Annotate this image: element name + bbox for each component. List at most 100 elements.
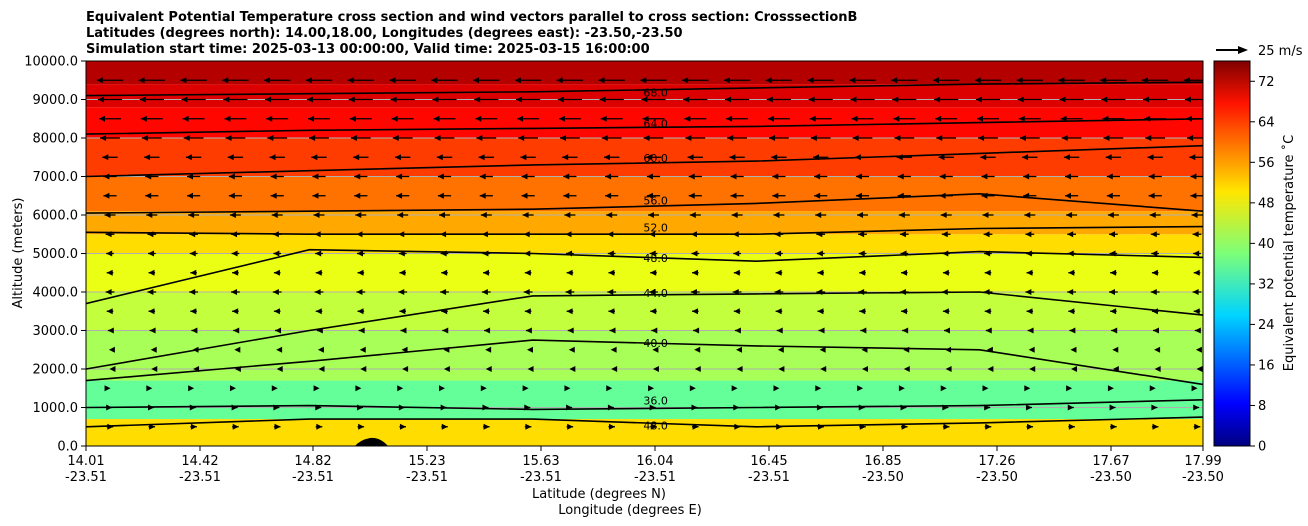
wind-vector-head bbox=[986, 346, 993, 353]
wind-vector-head bbox=[1109, 404, 1116, 411]
wind-vector-head bbox=[396, 192, 403, 199]
wind-vector-head bbox=[648, 385, 655, 392]
wind-vector-head bbox=[642, 115, 649, 122]
wind-vector-head bbox=[1150, 231, 1157, 238]
wind-vector-head bbox=[392, 135, 399, 141]
wind-vector-head bbox=[777, 346, 784, 353]
contour-lines: 68.064.060.056.052.048.044.040.036.048.0 bbox=[86, 81, 1203, 433]
wind-vector-head bbox=[145, 173, 152, 180]
wind-vector-head bbox=[231, 289, 238, 295]
wind-vector-head bbox=[899, 231, 906, 238]
y-tick-label: 9000.0 bbox=[33, 93, 79, 108]
wind-vector-head bbox=[359, 346, 366, 353]
wind-vector-head bbox=[485, 346, 492, 353]
wind-vector-head bbox=[815, 385, 822, 392]
wind-vector-head bbox=[526, 346, 533, 353]
wind-vector-head bbox=[104, 385, 111, 392]
wind-vector-head bbox=[150, 346, 157, 353]
wind-vector-head bbox=[730, 173, 737, 180]
wind-vector-head bbox=[188, 212, 195, 218]
wind-vector-head bbox=[396, 173, 403, 180]
wind-vector-head bbox=[771, 154, 778, 161]
wind-vector-head bbox=[479, 192, 486, 199]
wind-vector-head bbox=[1141, 77, 1148, 84]
wind-vector-head bbox=[891, 77, 898, 84]
wind-vector-head bbox=[1110, 423, 1117, 430]
wind-vector-head bbox=[443, 366, 450, 372]
wind-vector-head bbox=[1151, 404, 1158, 411]
wind-vector-head bbox=[858, 250, 865, 257]
wind-vector-head bbox=[394, 154, 401, 161]
wind-vector-head bbox=[650, 308, 657, 315]
wind-vector-head bbox=[140, 115, 147, 122]
wind-vector-head bbox=[144, 154, 151, 161]
wind-vector-head bbox=[148, 308, 155, 315]
wind-vector-head bbox=[566, 404, 573, 411]
wind-vector-head bbox=[271, 212, 278, 218]
wind-vector-head bbox=[1064, 173, 1071, 180]
wind-vector-head bbox=[858, 404, 865, 411]
wind-vector-head bbox=[815, 212, 822, 218]
wind-vector-head bbox=[1194, 423, 1201, 430]
wind-vector-head bbox=[391, 115, 398, 122]
wind-vector-head bbox=[767, 115, 774, 122]
wind-vector-head bbox=[817, 269, 824, 276]
wind-vector-head bbox=[348, 96, 355, 103]
x-axis: 14.01-23.5114.42-23.5114.82-23.5115.23-2… bbox=[65, 446, 1224, 485]
wind-vector-head bbox=[1068, 308, 1075, 315]
wind-vector-head bbox=[563, 192, 570, 199]
wind-vector-head bbox=[481, 231, 488, 238]
wind-vector-head bbox=[437, 192, 444, 199]
wind-vector-head bbox=[105, 231, 112, 238]
wind-vector-head bbox=[193, 366, 200, 372]
wind-vector-head bbox=[399, 423, 406, 430]
wind-vector-head bbox=[524, 308, 531, 315]
colorbar-tick-label: 56 bbox=[1258, 156, 1275, 171]
y-tick-label: 1000.0 bbox=[33, 401, 79, 416]
wind-vector-head bbox=[649, 231, 656, 238]
wind-vector-head bbox=[520, 154, 527, 161]
x-axis-label-longitude: Longitude (degrees E) bbox=[558, 503, 702, 518]
wind-vector-head bbox=[518, 135, 525, 141]
wind-vector-head bbox=[187, 173, 194, 180]
wind-vector-head bbox=[945, 346, 952, 353]
wind-vector-head bbox=[1103, 135, 1110, 141]
wind-vector-head bbox=[1024, 212, 1031, 218]
wind-vector-head bbox=[441, 308, 448, 315]
field-band bbox=[86, 84, 1203, 108]
wind-vector-head bbox=[975, 96, 982, 103]
wind-vector-head bbox=[692, 269, 699, 276]
wind-vector-head bbox=[189, 289, 196, 295]
contour-label: 68.0 bbox=[643, 87, 668, 100]
wind-vector-head bbox=[849, 77, 856, 84]
wind-vector-head bbox=[1152, 423, 1159, 430]
theta-e-field bbox=[86, 61, 1203, 446]
wind-vector-head bbox=[894, 135, 901, 141]
wind-vector-head bbox=[599, 96, 606, 103]
wind-vector-head bbox=[605, 192, 612, 199]
wind-vector-head bbox=[725, 96, 732, 103]
wind-vector-head bbox=[809, 115, 816, 122]
wind-vector-head bbox=[183, 135, 190, 141]
x-tick-label-latitude: 14.01 bbox=[67, 454, 104, 469]
wind-vector-head bbox=[903, 366, 910, 372]
x-tick-label-longitude: -23.50 bbox=[1182, 470, 1224, 485]
wind-vector-head bbox=[229, 385, 236, 392]
wind-vector-head bbox=[311, 154, 318, 161]
wind-vector-head bbox=[434, 135, 441, 141]
wind-vector-head bbox=[267, 135, 274, 141]
wind-vector-head bbox=[1101, 96, 1108, 103]
wind-vector-head bbox=[1017, 96, 1024, 103]
wind-vector-head bbox=[399, 269, 406, 276]
wind-vector-head bbox=[773, 212, 780, 218]
contour-line bbox=[86, 144, 1203, 178]
wind-vector-head bbox=[605, 173, 612, 180]
colorbar-tick-label: 40 bbox=[1258, 237, 1275, 252]
wind-vector-head bbox=[981, 192, 988, 199]
wind-vector-head bbox=[523, 231, 530, 238]
wind-vector-head bbox=[1108, 231, 1115, 238]
y-tick-label: 2000.0 bbox=[33, 363, 79, 378]
wind-vector-head bbox=[1190, 192, 1197, 199]
wind-vector-head bbox=[525, 423, 532, 430]
wind-vector-head bbox=[108, 346, 115, 353]
